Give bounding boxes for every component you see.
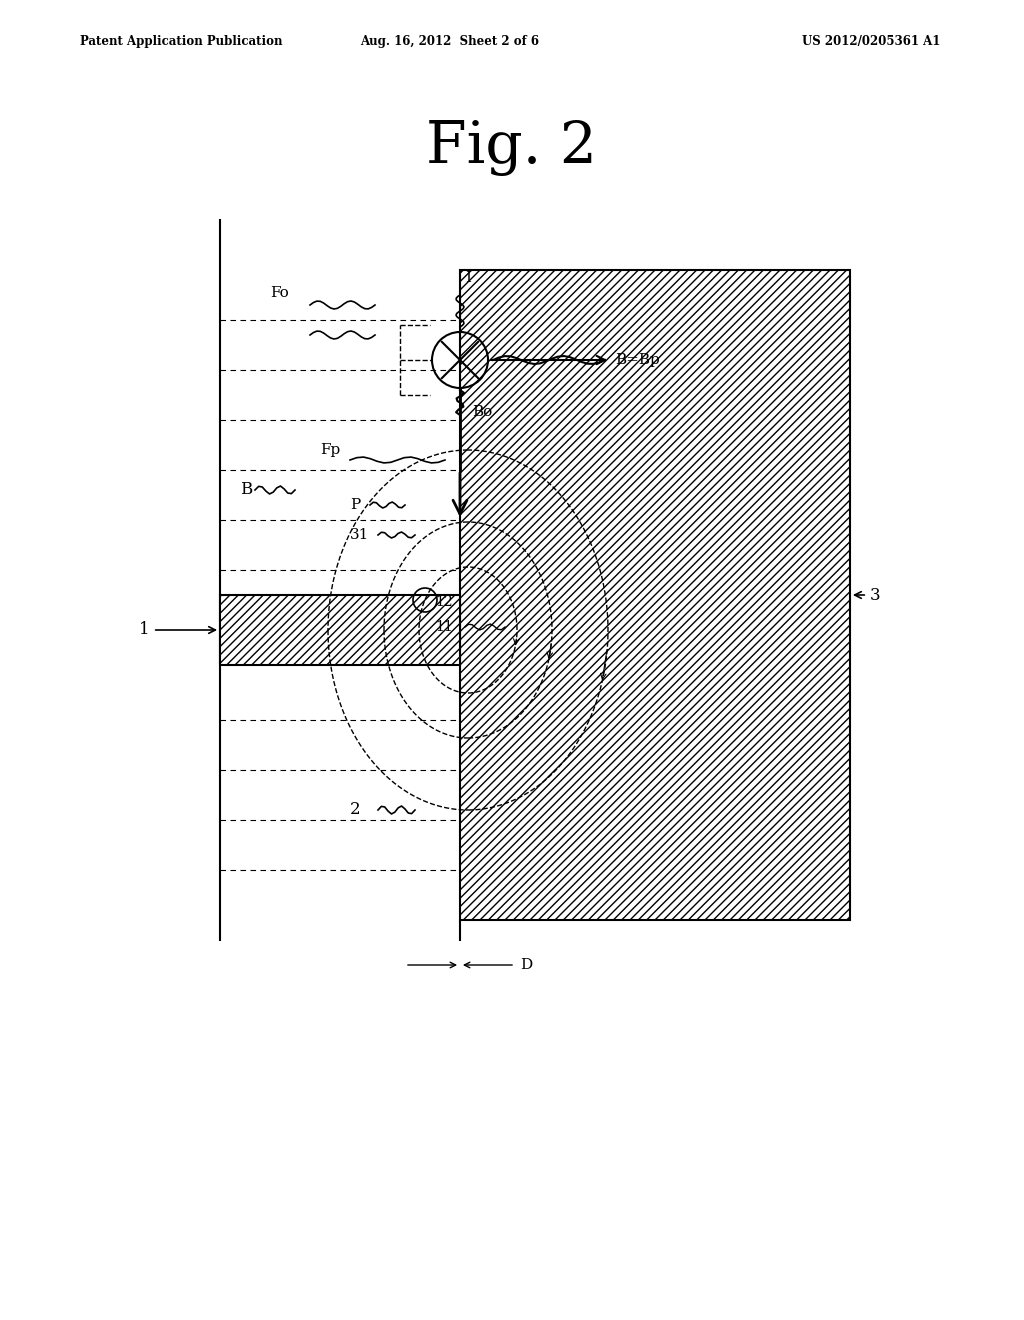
- Text: P: P: [350, 498, 360, 512]
- Text: B=Bp: B=Bp: [615, 352, 659, 367]
- Text: Fo: Fo: [270, 286, 289, 300]
- Text: 12: 12: [435, 595, 453, 609]
- Text: D: D: [520, 958, 532, 972]
- Text: 3: 3: [855, 586, 881, 603]
- Text: US 2012/0205361 A1: US 2012/0205361 A1: [802, 36, 940, 48]
- Text: I: I: [465, 271, 471, 285]
- Text: 31: 31: [350, 528, 370, 543]
- Bar: [220, 595, 460, 665]
- Text: Fp: Fp: [319, 444, 340, 457]
- Bar: [460, 271, 850, 920]
- Text: B: B: [240, 482, 252, 499]
- Text: 1: 1: [139, 622, 215, 639]
- Text: Fig. 2: Fig. 2: [427, 120, 597, 176]
- Text: Aug. 16, 2012  Sheet 2 of 6: Aug. 16, 2012 Sheet 2 of 6: [360, 36, 540, 48]
- Text: Bo: Bo: [472, 405, 493, 418]
- Text: Patent Application Publication: Patent Application Publication: [80, 36, 283, 48]
- Bar: [460, 271, 850, 920]
- Bar: [220, 595, 460, 665]
- Text: 2: 2: [350, 801, 360, 818]
- Text: 11: 11: [435, 620, 453, 634]
